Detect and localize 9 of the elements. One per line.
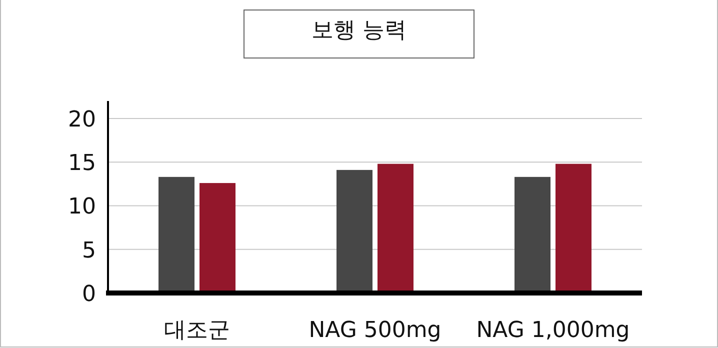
- y-tick-label: 5: [82, 238, 96, 264]
- y-tick-label: 15: [68, 151, 96, 176]
- y-tick-label: 10: [68, 194, 96, 220]
- y-tick-label: 20: [68, 107, 96, 132]
- chart-title: 보행 능력: [312, 18, 406, 43]
- x-tick-label: 대조군: [164, 318, 230, 343]
- x-tick-label: NAG 1,000mg: [476, 318, 630, 343]
- y-tick-label: 0: [82, 282, 96, 307]
- x-tick-label: NAG 500mg: [308, 318, 442, 343]
